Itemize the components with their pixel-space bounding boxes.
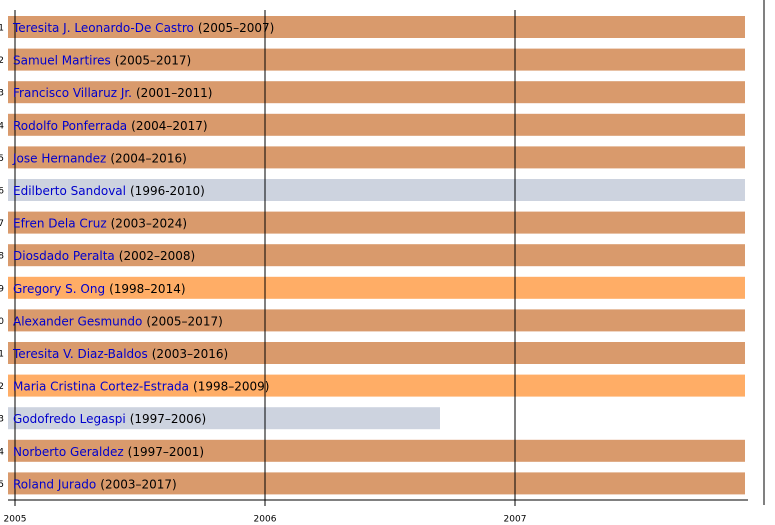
bar-label: Diosdado Peralta (2002–2008) <box>13 249 195 263</box>
bar <box>8 146 745 169</box>
judge-name-link[interactable]: Maria Cristina Cortez-Estrada <box>13 379 189 393</box>
bar-label: Rodolfo Ponferrada (2004–2017) <box>13 118 208 132</box>
judge-name-link[interactable]: Teresita J. Leonardo-De Castro <box>12 21 194 35</box>
judge-name-link[interactable]: Jose Hernandez <box>12 151 106 165</box>
term-years: (1998–2014) <box>109 281 185 295</box>
term-years: (2003–2017) <box>100 477 176 491</box>
row-number: 10 <box>0 317 4 327</box>
x-tick-label: 2006 <box>254 515 277 525</box>
bar <box>8 276 745 299</box>
row-number: 5 <box>0 154 4 164</box>
bar-label: Jose Hernandez (2004–2016) <box>12 151 187 165</box>
term-years: (2004–2016) <box>110 151 186 165</box>
judge-name-link[interactable]: Francisco Villaruz Jr. <box>13 86 132 100</box>
bar <box>8 81 745 104</box>
row-number: 2 <box>0 56 4 66</box>
bar-label: Teresita J. Leonardo-De Castro (2005–2007… <box>12 21 274 35</box>
row-number: 1 <box>0 24 4 34</box>
term-years: (1998–2009) <box>193 379 269 393</box>
judge-name-link[interactable]: Roland Jurado <box>13 477 96 491</box>
judge-name-link[interactable]: Samuel Martires <box>13 53 111 67</box>
bar-label: Francisco Villaruz Jr. (2001–2011) <box>13 86 212 100</box>
term-years: (1997–2006) <box>130 412 206 426</box>
row-number: 12 <box>0 382 4 392</box>
judge-name-link[interactable]: Efren Dela Cruz <box>13 216 107 230</box>
row-number: 4 <box>0 121 4 131</box>
bar-label: Alexander Gesmundo (2005–2017) <box>13 314 223 328</box>
bar <box>8 113 745 136</box>
judge-name-link[interactable]: Diosdado Peralta <box>13 249 115 263</box>
term-years: (2001–2011) <box>136 86 212 100</box>
judge-name-link[interactable]: Godofredo Legaspi <box>13 412 126 426</box>
bar <box>8 16 745 38</box>
bar-label: Roland Jurado (2003–2017) <box>13 477 177 491</box>
row-number: 15 <box>0 480 4 490</box>
row-number: 6 <box>0 187 4 197</box>
term-years: (1996-2010) <box>130 184 205 198</box>
term-years: (2005–2017) <box>115 53 191 67</box>
bar <box>8 439 745 462</box>
bar <box>8 374 745 397</box>
judge-name-link[interactable]: Teresita V. Diaz-Baldos <box>12 347 148 361</box>
bar-label: Teresita V. Diaz-Baldos (2003–2016) <box>12 347 228 361</box>
row-number: 14 <box>0 447 4 457</box>
row-number: 8 <box>0 252 4 262</box>
row-number: 7 <box>0 219 4 229</box>
bar-label: Efren Dela Cruz (2003–2024) <box>13 216 187 230</box>
bar <box>8 211 745 234</box>
judge-name-link[interactable]: Edilberto Sandoval <box>13 184 126 198</box>
judge-name-link[interactable]: Rodolfo Ponferrada <box>13 118 127 132</box>
row-number: 9 <box>0 284 4 294</box>
row-number: 13 <box>0 415 4 425</box>
row-number: 3 <box>0 89 4 99</box>
bar-label: Edilberto Sandoval (1996-2010) <box>13 184 205 198</box>
judge-name-link[interactable]: Gregory S. Ong <box>13 281 105 295</box>
bar <box>8 244 745 267</box>
bar <box>8 179 745 201</box>
bar-label: Godofredo Legaspi (1997–2006) <box>13 412 206 426</box>
term-years: (2004–2017) <box>131 118 207 132</box>
bar <box>8 472 745 495</box>
term-years: (1997–2001) <box>128 444 204 458</box>
term-years: (2005–2007) <box>198 21 274 35</box>
bar <box>8 407 440 430</box>
term-years: (2005–2017) <box>146 314 222 328</box>
bar-label: Samuel Martires (2005–2017) <box>13 53 191 67</box>
bar <box>8 309 745 332</box>
term-years: (2003–2016) <box>152 347 228 361</box>
judge-name-link[interactable]: Alexander Gesmundo <box>13 314 142 328</box>
judge-name-link[interactable]: Norberto Geraldez <box>13 444 124 458</box>
bar-label: Maria Cristina Cortez-Estrada (1998–2009) <box>13 379 269 393</box>
bar <box>8 48 745 71</box>
bar <box>8 342 745 364</box>
term-years: (2002–2008) <box>119 249 195 263</box>
bar-label: Gregory S. Ong (1998–2014) <box>13 281 186 295</box>
term-years: (2003–2024) <box>111 216 187 230</box>
bar-label: Norberto Geraldez (1997–2001) <box>13 444 204 458</box>
x-tick-label: 2007 <box>504 515 527 525</box>
x-tick-label: 2005 <box>4 515 27 525</box>
row-number: 11 <box>0 350 4 360</box>
